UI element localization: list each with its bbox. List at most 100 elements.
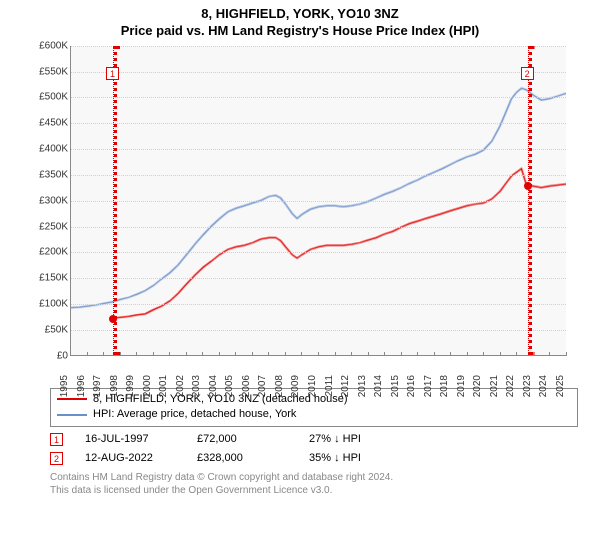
xtick-mark [301,352,302,356]
gridline [71,304,566,305]
gridline [71,72,566,73]
xtick-label: 2004 [208,375,219,397]
event-price: £328,000 [197,452,287,464]
legend-label: HPI: Average price, detached house, York [93,407,296,422]
xtick-mark [70,352,71,356]
xtick-mark [516,352,517,356]
ytick-label: £350K [26,169,68,180]
event-date: 12-AUG-2022 [85,452,175,464]
plot-area: 12 [70,46,566,356]
xtick-mark [285,352,286,356]
ytick-label: £450K [26,118,68,129]
ytick-label: £50K [26,324,68,335]
xtick-label: 1995 [59,375,70,397]
event-tag: 2 [521,67,534,80]
gridline [71,149,566,150]
gridline [71,97,566,98]
legend-swatch [57,414,87,416]
gridline [71,278,566,279]
event-vline [113,46,117,355]
xtick-label: 2018 [439,375,450,397]
gridline [71,201,566,202]
xtick-label: 2007 [257,375,268,397]
xtick-label: 2014 [373,375,384,397]
xtick-mark [252,352,253,356]
event-table: 116-JUL-1997£72,00027% ↓ HPI212-AUG-2022… [50,433,578,465]
xtick-mark [368,352,369,356]
xtick-mark [103,352,104,356]
xtick-mark [500,352,501,356]
xtick-mark [483,352,484,356]
license-text: Contains HM Land Registry data © Crown c… [50,471,578,497]
gridline [71,123,566,124]
xtick-mark [136,352,137,356]
xtick-label: 2006 [241,375,252,397]
xtick-label: 2008 [274,375,285,397]
event-tag-static: 1 [50,433,63,446]
ytick-label: £150K [26,273,68,284]
xtick-label: 2021 [489,375,500,397]
xtick-mark [235,352,236,356]
xtick-mark [268,352,269,356]
legend-row: HPI: Average price, detached house, York [57,407,571,422]
xtick-label: 1997 [92,375,103,397]
xtick-label: 1996 [75,375,86,397]
xtick-mark [434,352,435,356]
xtick-label: 2009 [290,375,301,397]
xtick-mark [318,352,319,356]
xtick-label: 2022 [505,375,516,397]
xtick-mark [202,352,203,356]
xtick-label: 2019 [456,375,467,397]
xtick-label: 2020 [472,375,483,397]
page-title: 8, HIGHFIELD, YORK, YO10 3NZ [6,6,594,23]
xtick-label: 2016 [406,375,417,397]
event-row: 2 12-AUG-2022 £328,000 35% ↓ HPI [50,452,578,465]
ytick-label: £100K [26,299,68,310]
xtick-label: 2001 [158,375,169,397]
xtick-mark [450,352,451,356]
xtick-label: 2017 [423,375,434,397]
xtick-mark [153,352,154,356]
xtick-mark [120,352,121,356]
gridline [71,330,566,331]
event-delta: 35% ↓ HPI [309,452,399,464]
ytick-label: £200K [26,247,68,258]
event-date: 16-JUL-1997 [85,433,175,445]
page-subtitle: Price paid vs. HM Land Registry's House … [6,23,594,40]
ytick-label: £0 [26,350,68,361]
xtick-label: 2023 [522,375,533,397]
event-marker [109,315,117,323]
ytick-label: £300K [26,195,68,206]
xtick-mark [335,352,336,356]
xtick-mark [87,352,88,356]
xtick-mark [219,352,220,356]
xtick-label: 2012 [340,375,351,397]
ytick-label: £250K [26,221,68,232]
event-row: 116-JUL-1997£72,00027% ↓ HPI [50,433,578,446]
xtick-mark [169,352,170,356]
gridline [71,227,566,228]
xtick-label: 1998 [108,375,119,397]
gridline [71,46,566,47]
xtick-mark [186,352,187,356]
xtick-label: 2002 [175,375,186,397]
xtick-label: 2025 [555,375,566,397]
xtick-label: 2015 [390,375,401,397]
ytick-label: £550K [26,66,68,77]
ytick-label: £500K [26,92,68,103]
gridline [71,175,566,176]
event-tag-static: 2 [50,452,63,465]
event-marker [524,182,532,190]
gridline [71,252,566,253]
xtick-label: 2011 [324,375,335,397]
event-tag: 1 [106,67,119,80]
chart: 12 £0£50K£100K£150K£200K£250K£300K£350K£… [26,46,574,386]
xtick-mark [467,352,468,356]
xtick-label: 1999 [125,375,136,397]
xtick-label: 2000 [142,375,153,397]
xtick-label: 2013 [356,375,367,397]
xtick-mark [566,352,567,356]
event-delta: 27% ↓ HPI [309,433,399,445]
xtick-mark [384,352,385,356]
xtick-mark [351,352,352,356]
